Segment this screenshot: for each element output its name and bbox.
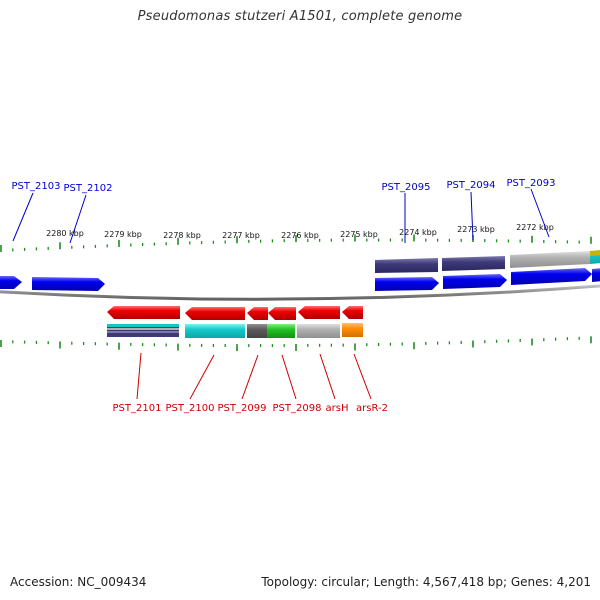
scale-label: 2275 kbp <box>340 230 378 239</box>
feature-bar <box>510 251 590 268</box>
feature-bar <box>442 256 505 271</box>
gene-label-reverse[interactable]: PST_2100 <box>166 403 215 414</box>
feature-bar <box>590 250 600 256</box>
gene-arrow-forward[interactable] <box>592 268 600 282</box>
label-leader <box>530 188 550 238</box>
feature-bar <box>107 331 179 333</box>
reverse-gene-labels: PST_2101 PST_2100 PST_2099 PST_2098 arsH… <box>113 403 388 414</box>
gene-arrow-reverse[interactable] <box>342 306 363 319</box>
scale-label: 2277 kbp <box>222 231 260 240</box>
feature-bar <box>342 323 363 337</box>
gene-label-forward[interactable]: PST_2095 <box>382 182 431 193</box>
gene-label-forward[interactable]: PST_2094 <box>447 180 496 191</box>
forward-strand <box>0 268 600 291</box>
feature-bar <box>297 324 340 338</box>
feature-bar <box>107 324 179 327</box>
label-leader <box>281 354 297 400</box>
scale-label: 2273 kbp <box>457 225 495 234</box>
label-leader <box>69 194 87 244</box>
reverse-label-lines <box>136 352 372 400</box>
label-leader <box>12 192 34 242</box>
genome-summary-text: Topology: circular; Length: 4,567,418 bp… <box>261 575 591 589</box>
feature-bar <box>107 328 179 330</box>
label-leader <box>470 191 474 241</box>
gene-arrow-reverse[interactable] <box>107 306 180 319</box>
gene-label-reverse[interactable]: PST_2101 <box>113 403 162 414</box>
gene-arrow-forward[interactable] <box>511 268 592 285</box>
outer-tick-row <box>0 234 592 252</box>
gene-arrow-reverse[interactable] <box>268 307 296 320</box>
feature-bar <box>375 258 438 273</box>
forward-feature-track <box>375 250 600 273</box>
gene-label-forward[interactable]: PST_2102 <box>64 183 113 194</box>
scale-labels: 2280 kbp 2279 kbp 2278 kbp 2277 kbp 2276… <box>46 223 554 240</box>
map-title: Pseudomonas stutzeri A1501, complete gen… <box>137 9 463 24</box>
gene-label-forward[interactable]: PST_2093 <box>507 178 556 189</box>
feature-bar <box>185 324 245 338</box>
label-leader <box>241 354 259 400</box>
genome-backbone <box>0 284 600 301</box>
gene-arrow-forward[interactable] <box>0 276 22 289</box>
gene-label-reverse[interactable]: arsH <box>326 403 349 414</box>
scale-label: 2276 kbp <box>281 231 319 240</box>
label-leader <box>136 352 142 400</box>
reverse-strand <box>107 306 363 320</box>
feature-bar <box>107 324 179 337</box>
label-leader <box>353 353 372 400</box>
gene-label-reverse[interactable]: PST_2099 <box>218 403 267 414</box>
inner-tick-row <box>0 336 592 352</box>
feature-bar <box>247 324 267 338</box>
gene-arrow-reverse[interactable] <box>298 306 340 319</box>
scale-label: 2274 kbp <box>399 228 437 237</box>
forward-label-lines <box>12 188 550 244</box>
gene-arrow-reverse[interactable] <box>185 307 245 320</box>
gene-label-forward[interactable]: PST_2103 <box>12 181 61 192</box>
forward-gene-labels: PST_2103 PST_2102 PST_2095 PST_2094 PST_… <box>12 178 556 194</box>
scale-label: 2272 kbp <box>516 223 554 232</box>
accession-text: Accession: NC_009434 <box>10 575 147 589</box>
gene-arrow-reverse[interactable] <box>247 307 268 320</box>
label-leader <box>319 353 336 400</box>
gene-arrow-forward[interactable] <box>32 277 105 291</box>
scale-label: 2278 kbp <box>163 231 201 240</box>
gene-arrow-forward[interactable] <box>375 277 439 291</box>
scale-label: 2280 kbp <box>46 229 84 238</box>
label-leader <box>189 354 215 400</box>
gene-label-reverse[interactable]: arsR-2 <box>356 403 388 414</box>
reverse-feature-track <box>107 323 363 338</box>
gene-arrow-forward[interactable] <box>443 274 507 289</box>
gene-label-reverse[interactable]: PST_2098 <box>273 403 322 414</box>
feature-bar <box>267 324 295 338</box>
scale-label: 2279 kbp <box>104 230 142 239</box>
